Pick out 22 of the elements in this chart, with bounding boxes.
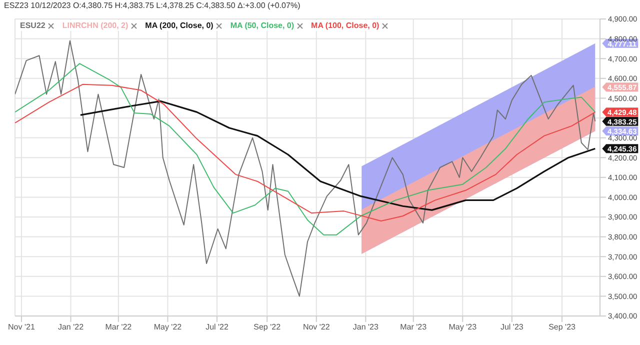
line-series [15,84,596,222]
x-tick-label: Jul '23 [500,322,524,332]
x-tick-label: Nov '22 [302,322,330,332]
text: MA (100, Close, 0) [311,21,380,30]
x-tick-label: Nov '21 [8,322,36,332]
x-tick-label: Mar '23 [400,322,428,332]
x-tick-label: Sep '22 [254,322,282,332]
line-series [80,100,596,211]
x-tick-label: Jan '22 [58,322,84,332]
x-tick-label: Sep '23 [548,322,576,332]
text: ESU22 [20,21,46,30]
chart-title: ESZ23 10/12/2023 O:4,380.75 H:4,383.75 L:4,378.25 C:4,383.50 Δ:+3.00 (+0.07%) [4,1,300,10]
line-series [15,63,596,236]
x-tick-label: Jan '23 [352,322,379,332]
x-tick-label: Jul '22 [206,322,229,332]
line-series [15,40,596,297]
x-tick-label: May '23 [448,322,478,332]
text: MA (50, Close, 0) [230,21,294,30]
x-tick-label: May '22 [154,322,182,332]
x-tick-label: Mar '22 [105,322,132,332]
text: MA (200, Close, 0) [145,21,214,30]
text: LINRCHN (200, 2) [62,21,128,30]
